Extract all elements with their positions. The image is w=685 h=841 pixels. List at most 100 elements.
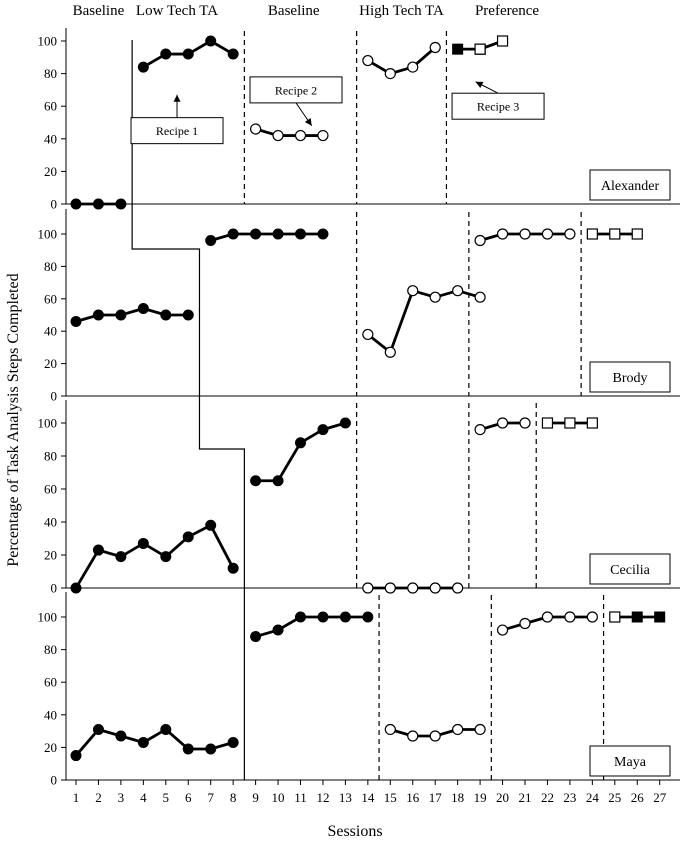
- phase-change-line-solid: [131, 40, 245, 780]
- data-point-open-circle: [384, 723, 396, 736]
- panel-cecilia: 0 20 40 60 80 100 Cecilia: [38, 400, 680, 596]
- data-series: [609, 611, 666, 623]
- series-line: [210, 232, 323, 242]
- data-point-open-circle: [407, 730, 419, 742]
- x-tick-label: 22: [541, 790, 554, 805]
- data-point-filled-circle: [317, 424, 329, 436]
- data-point-open-circle: [384, 346, 396, 358]
- y-tick-label: 100: [38, 34, 58, 49]
- data-point-open-square: [631, 228, 643, 240]
- data-point-open-circle: [452, 285, 464, 297]
- series-line: [366, 289, 481, 354]
- data-point-filled-circle: [250, 631, 262, 643]
- y-tick-label: 20: [44, 548, 57, 563]
- panel-brody: 0 20 40 60 80 100 Brody: [38, 209, 680, 404]
- y-tick-label: 0: [51, 197, 58, 212]
- x-axis-title: Sessions: [327, 823, 382, 840]
- callout: Recipe 1: [130, 94, 224, 145]
- phase-label: Baseline: [73, 3, 125, 19]
- data-point-filled-circle: [272, 228, 284, 240]
- y-tick-label: 40: [44, 515, 57, 530]
- data-series: [205, 228, 329, 246]
- data-point-filled-circle: [160, 309, 172, 321]
- y-tick-label: 80: [44, 642, 57, 657]
- x-tick-label: 3: [118, 790, 125, 805]
- data-series: [586, 228, 643, 240]
- x-tick-label: 10: [272, 790, 285, 805]
- data-point-open-circle: [362, 54, 374, 67]
- data-point-open-square: [586, 228, 598, 240]
- panel-maya: 0 20 40 60 80 100 Maya: [38, 592, 680, 788]
- callout-box: [130, 117, 224, 145]
- data-point-filled-circle: [137, 537, 149, 549]
- x-tick-label: 12: [316, 790, 329, 805]
- data-point-open-circle: [429, 41, 441, 54]
- y-tick-label: 60: [44, 675, 57, 690]
- x-axis: 1 2 3 4 5 6 7 8 9 10 11 12 13 14 15 16 17 18 19 20 21 22 23 24 2…: [73, 780, 667, 805]
- data-point-filled-circle: [205, 35, 217, 47]
- data-point-filled-circle: [92, 309, 104, 321]
- data-point-filled-circle: [339, 611, 351, 623]
- data-point-open-circle: [272, 129, 284, 142]
- y-tick-label: 60: [44, 291, 57, 306]
- x-tick-label: 5: [163, 790, 170, 805]
- data-point-open-square: [609, 228, 621, 240]
- data-point-filled-circle: [295, 228, 306, 240]
- participant-box: [589, 361, 671, 393]
- callout-label: Recipe 3: [477, 100, 519, 114]
- y-tick-label: 80: [44, 449, 57, 464]
- data-point-filled-circle: [115, 309, 127, 321]
- data-point-filled-circle: [115, 730, 127, 742]
- data-point-open-square: [564, 417, 576, 429]
- x-tick-label: 17: [429, 790, 443, 805]
- x-tick-label: 6: [185, 790, 192, 805]
- data-point-filled-square: [452, 43, 464, 55]
- callout-arrowhead: [475, 81, 484, 89]
- data-point-open-circle: [384, 582, 396, 594]
- data-point-filled-circle: [70, 582, 82, 594]
- data-point-filled-square: [631, 611, 643, 623]
- participant-box: [589, 169, 671, 201]
- participant-box: [589, 745, 671, 777]
- series-line: [255, 421, 346, 483]
- x-tick-label: 23: [563, 790, 576, 805]
- series-line: [367, 46, 437, 75]
- data-point-open-square: [474, 43, 486, 55]
- series-line: [255, 615, 368, 638]
- data-point-filled-circle: [272, 475, 284, 487]
- y-tick-label: 20: [44, 740, 57, 755]
- data-point-filled-square: [654, 611, 666, 623]
- y-tick-label: 0: [51, 389, 58, 404]
- participant-box: [589, 553, 671, 585]
- data-point-filled-circle: [92, 198, 104, 210]
- data-point-open-circle: [496, 417, 509, 429]
- phase-label: High Tech TA: [359, 3, 444, 19]
- x-tick-label: 8: [230, 790, 237, 805]
- x-tick-label: 11: [294, 790, 307, 805]
- data-point-open-circle: [317, 129, 329, 142]
- data-point-filled-circle: [272, 624, 284, 636]
- data-point-filled-circle: [295, 437, 306, 449]
- callouts: Recipe 1 Recipe 2 Recipe 3: [130, 76, 545, 145]
- y-tick-label: 60: [44, 99, 57, 114]
- data-point-open-circle: [496, 228, 509, 240]
- x-tick-label: 14: [361, 790, 375, 805]
- phase-label: Low Tech TA: [136, 3, 218, 19]
- callout-arrowhead: [173, 94, 181, 102]
- x-tick-label: 2: [95, 790, 102, 805]
- data-point-filled-circle: [182, 309, 194, 321]
- data-series: [541, 417, 598, 429]
- data-series: [250, 417, 351, 487]
- data-point-filled-circle: [137, 737, 149, 749]
- y-tick-label: 60: [44, 482, 57, 497]
- callout-label: Recipe 1: [156, 124, 198, 138]
- data-point-open-circle: [519, 228, 531, 240]
- x-tick-label: 9: [252, 790, 259, 805]
- data-series: [137, 35, 239, 73]
- phase-label: Preference: [475, 3, 539, 19]
- y-tick-label: 40: [44, 131, 57, 146]
- data-series: [474, 228, 576, 247]
- x-tick-label: 26: [631, 790, 645, 805]
- x-tick-label: 21: [519, 790, 532, 805]
